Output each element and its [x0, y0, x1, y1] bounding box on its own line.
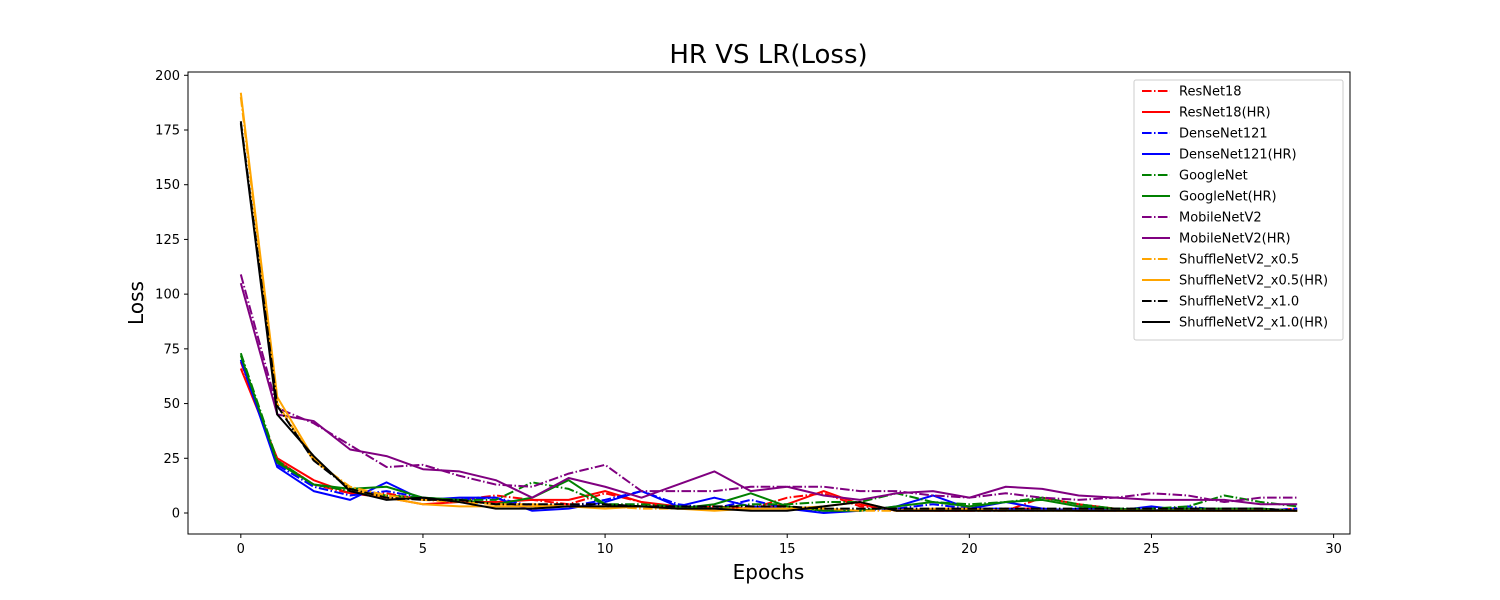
chart-title: HR VS LR(Loss): [669, 40, 867, 70]
y-axis: 0 25 50 75 100 125 150 175 200: [155, 69, 188, 521]
legend: ResNet18 ResNet18(HR) DenseNet121 DenseNet1…: [1133, 79, 1344, 341]
x-tick-label: 20: [961, 542, 978, 557]
series-line-5: [239, 355, 1298, 512]
x-axis-title: Epochs: [733, 560, 805, 584]
x-tick-label: 30: [1325, 542, 1342, 557]
series-line-11: [239, 123, 1298, 512]
series-line-6: [239, 274, 1298, 504]
x-tick-label: 15: [779, 542, 796, 557]
x-tick-label: 10: [597, 542, 614, 557]
y-tick-label: 100: [155, 288, 180, 303]
y-tick-label: 125: [155, 233, 180, 248]
legend-label-7: MobileNetV2(HR): [1179, 232, 1291, 247]
y-tick-label: 150: [155, 178, 180, 193]
legend-label-1: ResNet18(HR): [1179, 106, 1271, 121]
plot-area: [239, 92, 1298, 514]
y-tick-label: 50: [163, 397, 180, 412]
series-line-0: [239, 361, 1298, 512]
series-line-10: [239, 121, 1298, 512]
x-tick-label: 25: [1143, 542, 1160, 557]
legend-label-3: DenseNet121(HR): [1179, 148, 1297, 163]
x-tick-label: 5: [419, 542, 427, 557]
series-line-4: [239, 352, 1298, 510]
legend-label-4: GoogleNet: [1179, 169, 1248, 184]
plot-frame: [187, 71, 1351, 535]
x-axis: 0 5 10 15 20 25 30: [237, 534, 1342, 557]
legend-label-10: ShuffleNetV2_x1.0: [1179, 295, 1299, 310]
legend-box: [1133, 79, 1344, 341]
legend-label-6: MobileNetV2: [1179, 211, 1262, 226]
y-tick-label: 75: [163, 342, 180, 357]
legend-label-9: ShuffleNetV2_x0.5(HR): [1179, 274, 1328, 289]
legend-label-8: ShuffleNetV2_x0.5: [1179, 253, 1299, 268]
legend-label-0: ResNet18: [1179, 85, 1242, 100]
y-axis-title: Loss: [124, 281, 148, 325]
y-tick-label: 175: [155, 123, 180, 138]
x-tick-label: 0: [237, 542, 245, 557]
legend-label-11: ShuffleNetV2_x1.0(HR): [1179, 316, 1328, 331]
y-tick-label: 0: [172, 506, 180, 521]
y-tick-label: 25: [163, 452, 180, 467]
legend-label-2: DenseNet121: [1179, 127, 1268, 142]
series-line-7: [239, 282, 1298, 506]
legend-label-5: GoogleNet(HR): [1179, 190, 1277, 205]
y-tick-label: 200: [155, 69, 180, 84]
